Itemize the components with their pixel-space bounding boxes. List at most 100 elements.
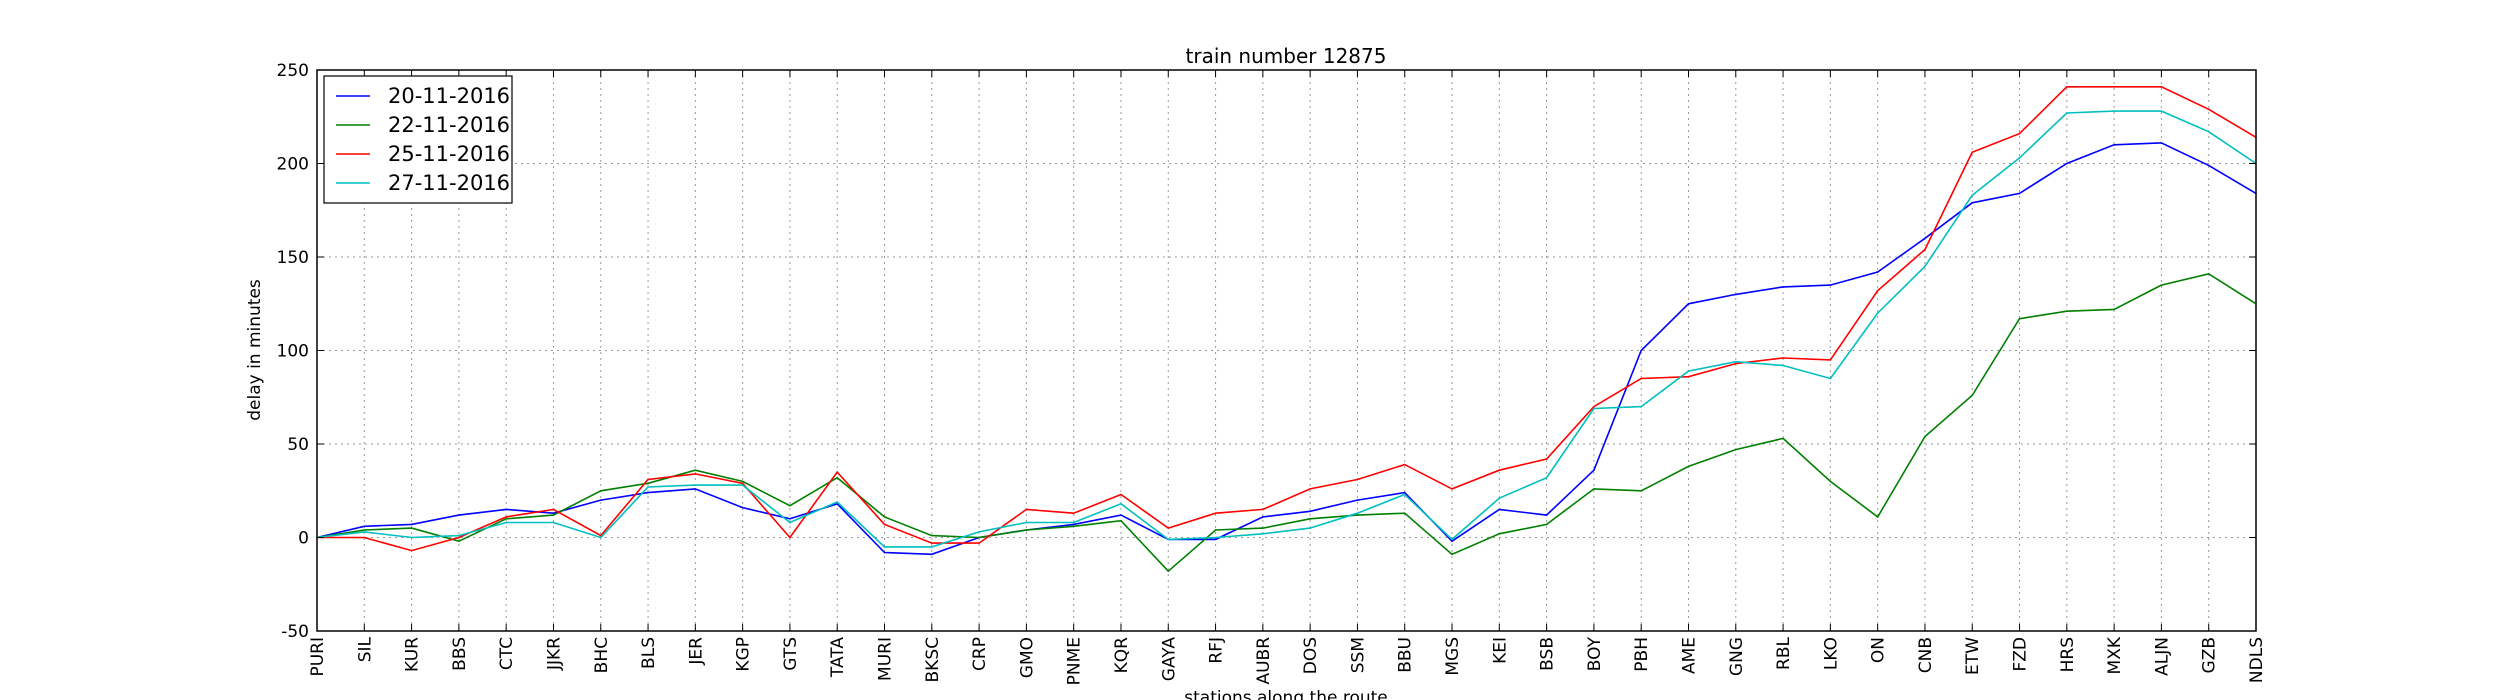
legend-label: 25-11-2016 — [388, 142, 510, 166]
y-tick-label: -50 — [281, 622, 309, 642]
x-tick-label: TATA — [828, 637, 848, 678]
x-tick-label: FZD — [2011, 637, 2031, 672]
data-point — [741, 480, 744, 483]
data-point — [1072, 525, 1075, 528]
data-point — [1782, 286, 1784, 288]
data-point — [1734, 293, 1737, 296]
x-tick-label: RFJ — [1207, 637, 1227, 664]
data-point — [2113, 86, 2115, 88]
data-point — [1025, 529, 1028, 531]
data-point — [458, 534, 460, 537]
x-tick-label: DOS — [1301, 637, 1321, 674]
data-point — [1593, 488, 1595, 490]
chart-title: train number 12875 — [1186, 44, 1387, 68]
data-point — [1593, 407, 1595, 410]
data-point — [1356, 499, 1359, 501]
data-point — [410, 523, 413, 526]
series-layer — [316, 86, 2257, 573]
data-point — [505, 518, 507, 520]
x-tick-label: BOY — [1585, 636, 1605, 671]
x-axis-label: stations along the route — [1184, 688, 1388, 700]
x-tick-label: MGS — [1443, 637, 1463, 676]
x-tick-label: HRS — [2058, 637, 2078, 672]
data-point — [2113, 110, 2115, 112]
data-point — [789, 521, 791, 524]
series-line-25-11-2016 — [317, 86, 2257, 552]
data-point — [1120, 493, 1122, 496]
data-point — [2207, 130, 2210, 133]
data-point — [363, 536, 366, 539]
x-tick-label: SIL — [355, 636, 375, 662]
data-point — [552, 508, 555, 511]
data-point — [1829, 284, 1832, 286]
x-tick-label: ALJN — [2152, 637, 2172, 676]
data-point — [1640, 349, 1642, 352]
series-line-27-11-2016 — [316, 110, 2257, 548]
data-point — [1403, 491, 1406, 494]
data-point — [741, 482, 744, 485]
x-tick-label: JJKR — [544, 637, 564, 671]
data-point — [647, 482, 649, 485]
data-point — [505, 516, 507, 518]
data-point — [410, 527, 413, 529]
data-point — [458, 536, 460, 539]
data-point — [1924, 248, 1926, 251]
data-point — [789, 504, 791, 507]
x-tick-label: PURI — [308, 637, 328, 677]
data-point — [1545, 523, 1548, 526]
data-point — [1356, 478, 1359, 481]
data-point — [1214, 529, 1217, 531]
data-point — [1734, 362, 1737, 365]
x-tick-label: LKO — [1821, 637, 1841, 670]
x-tick-label: MXK — [2105, 636, 2125, 674]
data-point — [1593, 469, 1595, 471]
data-point — [1829, 377, 1832, 380]
plot-frame — [316, 69, 2257, 632]
data-point — [1214, 512, 1217, 514]
data-point — [1309, 518, 1311, 520]
legend-label: 20-11-2016 — [388, 84, 510, 108]
data-point — [2160, 86, 2163, 88]
data-point — [1924, 265, 1926, 268]
data-point — [1025, 521, 1028, 524]
data-point — [1734, 360, 1737, 363]
data-point — [2018, 192, 2021, 195]
legend-label: 27-11-2016 — [388, 171, 510, 195]
x-tick-label: GAYA — [1159, 637, 1179, 682]
data-point — [1545, 514, 1548, 516]
data-point — [2066, 112, 2068, 114]
x-tick-label: CTC — [497, 637, 517, 670]
data-point — [2113, 144, 2115, 146]
x-tick-label: MURI — [876, 637, 896, 681]
data-point — [1072, 523, 1075, 526]
data-point — [931, 534, 933, 537]
y-tick-label: 100 — [277, 342, 309, 362]
data-point — [1498, 497, 1501, 500]
x-tick-label: GTS — [781, 637, 801, 671]
data-point — [1451, 540, 1453, 543]
data-point — [1167, 527, 1170, 529]
x-tick-label: KQR — [1112, 637, 1132, 674]
data-point — [1640, 377, 1642, 380]
data-point — [458, 514, 460, 516]
x-tick-label: GZB — [2200, 637, 2220, 673]
data-point — [2018, 157, 2021, 159]
data-point — [931, 542, 933, 544]
data-point — [978, 531, 980, 533]
data-point — [1829, 480, 1832, 483]
x-tick-label: GMO — [1017, 637, 1037, 678]
data-point — [2160, 110, 2163, 112]
y-tick-label: 250 — [277, 61, 309, 81]
data-point — [505, 521, 507, 524]
data-point — [647, 486, 649, 488]
data-point — [883, 523, 886, 526]
data-point — [1262, 516, 1264, 518]
data-point — [1876, 312, 1879, 314]
x-tick-label: SSM — [1348, 637, 1368, 673]
data-point — [694, 473, 697, 475]
x-tick-label: BBS — [450, 637, 470, 671]
data-point — [1782, 437, 1784, 440]
x-tick-label: KUR — [403, 637, 423, 672]
data-point — [647, 478, 649, 481]
